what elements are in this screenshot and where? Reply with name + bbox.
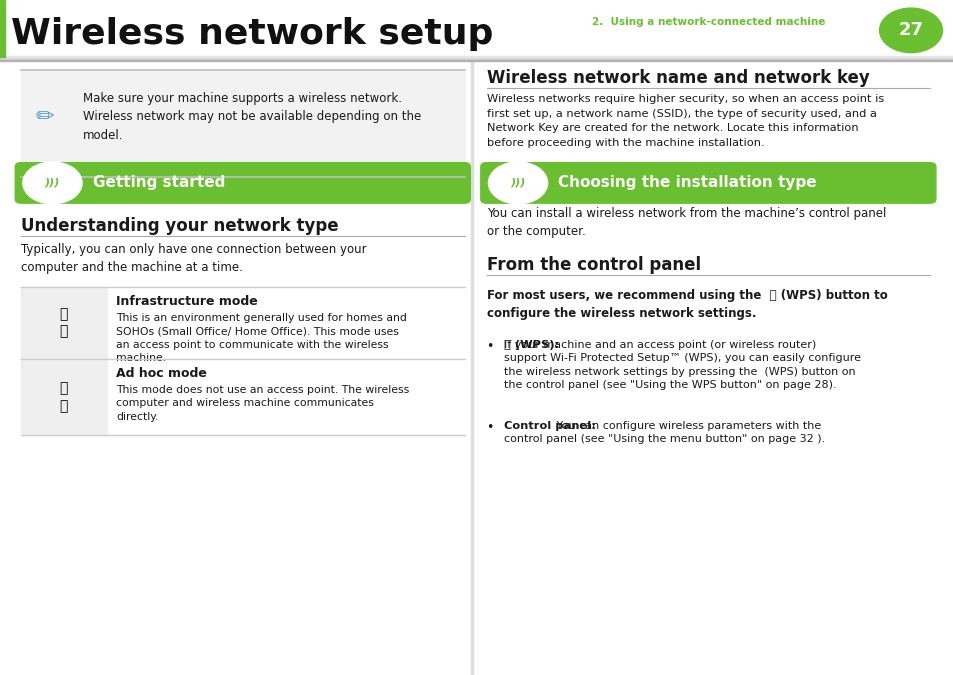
Text: For most users, we recommend using the  ⭘ (WPS) button to
configure the wireless: For most users, we recommend using the ⭘… <box>486 289 886 320</box>
Text: 27: 27 <box>898 22 923 39</box>
Text: 🖥
📡: 🖥 📡 <box>60 307 68 339</box>
Text: Ad hoc mode: Ad hoc mode <box>116 367 207 380</box>
Text: This mode does not use an access point. The wireless
computer and wireless machi: This mode does not use an access point. … <box>116 385 409 422</box>
Text: Make sure your machine supports a wireless network.
Wireless network may not be : Make sure your machine supports a wirele… <box>83 92 421 142</box>
Circle shape <box>879 8 942 53</box>
Text: If your machine and an access point (or wireless router)
support Wi-Fi Protected: If your machine and an access point (or … <box>503 340 860 390</box>
FancyBboxPatch shape <box>15 163 470 203</box>
Text: Typically, you can only have one connection between your
computer and the machin: Typically, you can only have one connect… <box>21 243 366 274</box>
Text: •: • <box>486 421 494 433</box>
Text: ✏: ✏ <box>35 107 54 127</box>
FancyBboxPatch shape <box>480 163 935 203</box>
Text: Wireless network name and network key: Wireless network name and network key <box>486 69 868 87</box>
Bar <box>21 287 107 359</box>
Text: You can configure wireless parameters with the
control panel (see "Using the men: You can configure wireless parameters wi… <box>503 421 824 444</box>
Text: •: • <box>486 340 494 352</box>
Bar <box>21 359 107 435</box>
Bar <box>0 0 5 57</box>
Text: Infrastructure mode: Infrastructure mode <box>116 295 258 308</box>
Bar <box>21 70 464 177</box>
Bar <box>471 61 473 675</box>
Bar <box>0 59 953 61</box>
Circle shape <box>23 162 82 204</box>
Text: Control panel:: Control panel: <box>503 421 598 431</box>
Text: ⭘ (WPS):: ⭘ (WPS): <box>503 340 562 350</box>
Text: You can install a wireless network from the machine’s control panel
or the compu: You can install a wireless network from … <box>486 207 885 238</box>
Text: Choosing the installation type: Choosing the installation type <box>558 176 816 190</box>
Text: Wireless networks require higher security, so when an access point is
first set : Wireless networks require higher securit… <box>486 95 882 148</box>
Bar <box>0 57 953 58</box>
Bar <box>0 56 953 57</box>
Text: From the control panel: From the control panel <box>486 256 700 275</box>
Text: 💻
📡: 💻 📡 <box>60 381 68 413</box>
Text: ))): ))) <box>510 178 525 188</box>
Text: 2.  Using a network-connected machine: 2. Using a network-connected machine <box>591 17 824 27</box>
Text: Getting started: Getting started <box>92 176 225 190</box>
Text: Understanding your network type: Understanding your network type <box>21 217 338 236</box>
Text: This is an environment generally used for homes and
SOHOs (Small Office/ Home Of: This is an environment generally used fo… <box>116 313 407 363</box>
Circle shape <box>488 162 547 204</box>
Bar <box>0 58 953 59</box>
Text: Wireless network setup: Wireless network setup <box>11 17 494 51</box>
Text: ))): ))) <box>45 178 60 188</box>
